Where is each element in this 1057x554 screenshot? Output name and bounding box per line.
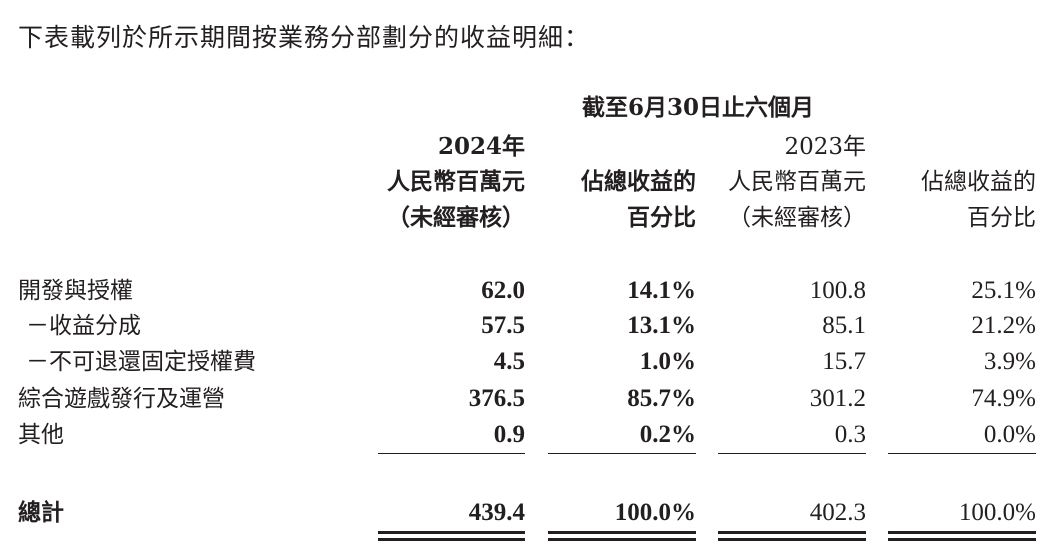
row-value-2024: 376.5	[468, 385, 525, 412]
subtotal-rule	[888, 453, 1036, 454]
total-value-2024: 439.4	[468, 499, 525, 526]
col1-audit-header: （未經審核）	[387, 204, 525, 231]
row-value-2024: 62.0	[481, 277, 525, 304]
row-pct-2024: 0.2%	[639, 421, 696, 448]
row-pct-2023: 74.9%	[971, 385, 1036, 412]
total-double-rule	[718, 531, 866, 534]
col4-pct-header-2: 百分比	[967, 205, 1036, 231]
row-pct-2024: 1.0%	[639, 348, 696, 375]
row-label: 其他	[18, 422, 64, 448]
total-double-rule	[718, 538, 866, 541]
row-label: －收益分成	[26, 313, 141, 339]
row-value-2023: 85.1	[822, 312, 866, 339]
total-pct-2024: 100.0%	[614, 499, 696, 526]
row-label: 開發與授權	[18, 278, 133, 304]
col2-pct-header-2: 百分比	[627, 204, 696, 231]
subtotal-rule	[378, 453, 525, 454]
total-pct-2023: 100.0%	[958, 499, 1036, 526]
period-header: 截至6月30日止六個月	[581, 94, 814, 121]
total-double-rule	[378, 531, 525, 534]
col3-unit-header: 人民幣百萬元	[728, 169, 866, 195]
row-pct-2023: 0.0%	[983, 421, 1036, 448]
intro-text: 下表載列於所示期間按業務分部劃分的收益明細：	[18, 23, 591, 52]
col2-pct-header: 佔總收益的	[581, 168, 696, 195]
col3-audit-header: （未經審核）	[728, 205, 866, 231]
row-label: 綜合遊戲發行及運營	[18, 386, 225, 412]
total-double-rule	[548, 538, 696, 541]
row-value-2024: 4.5	[493, 348, 525, 375]
row-pct-2023: 25.1%	[971, 277, 1036, 304]
row-pct-2024: 85.7%	[627, 385, 696, 412]
row-value-2024: 57.5	[481, 312, 525, 339]
year-2023-header: 2023年	[784, 134, 866, 160]
total-double-rule	[888, 538, 1036, 541]
total-double-rule	[378, 538, 525, 541]
total-value-2023: 402.3	[809, 499, 866, 526]
col4-pct-header: 佔總收益的	[921, 169, 1036, 195]
row-value-2023: 15.7	[822, 348, 866, 375]
total-double-rule	[888, 531, 1036, 534]
row-pct-2023: 3.9%	[983, 348, 1036, 375]
subtotal-rule	[718, 453, 866, 454]
row-pct-2024: 14.1%	[627, 277, 696, 304]
row-value-2023: 301.2	[809, 385, 866, 412]
row-pct-2023: 21.2%	[971, 312, 1036, 339]
col1-unit-header: 人民幣百萬元	[387, 168, 525, 195]
total-double-rule	[548, 531, 696, 534]
subtotal-rule	[548, 453, 696, 454]
year-2024-header: 2024年	[437, 133, 525, 160]
total-label: 總計	[18, 499, 64, 526]
row-value-2023: 100.8	[809, 277, 866, 304]
row-value-2023: 0.3	[834, 421, 866, 448]
row-label: －不可退還固定授權費	[26, 349, 256, 375]
row-value-2024: 0.9	[493, 421, 525, 448]
row-pct-2024: 13.1%	[627, 312, 696, 339]
